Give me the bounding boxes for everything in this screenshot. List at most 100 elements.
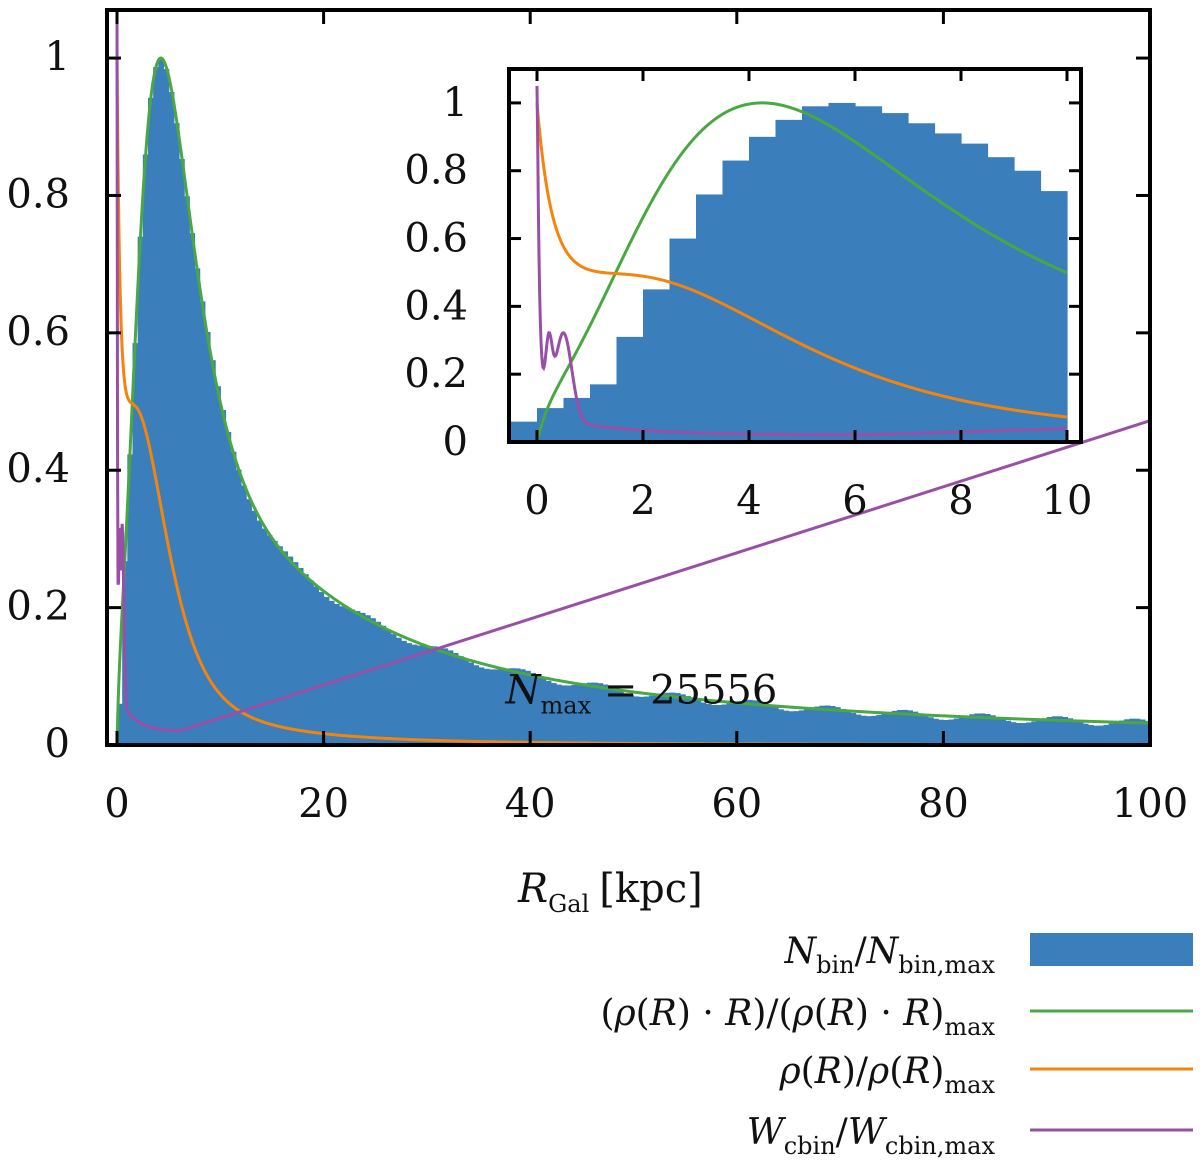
histogram-bar (323, 596, 330, 745)
histogram-bar (561, 685, 567, 745)
histogram-bar (1144, 720, 1151, 745)
histogram-bar (390, 634, 397, 745)
histogram-bar (638, 696, 645, 745)
legend-label-purple: Wcbin/Wcbin,max (747, 1112, 996, 1160)
histogram-bar (778, 709, 784, 745)
x-tick-label: 80 (918, 781, 969, 827)
histogram-bar (545, 680, 552, 745)
histogram-bar (1031, 721, 1037, 745)
histogram-bar (292, 562, 299, 745)
histogram-bar (576, 684, 583, 745)
histogram-bar (969, 714, 975, 745)
histogram-bar (147, 97, 154, 745)
histogram-bar (685, 696, 691, 745)
histogram-bar (364, 615, 371, 745)
histogram-bar (664, 692, 671, 745)
histogram-bar (359, 612, 366, 745)
histogram-bar (1088, 724, 1094, 745)
histogram-bar (783, 710, 790, 745)
histogram-bar (912, 711, 919, 745)
histogram-bar (587, 682, 593, 745)
x-tick-label: 20 (298, 781, 349, 827)
histogram-bar (287, 556, 294, 745)
main-plot-frame (105, 8, 1152, 747)
histogram-bar (184, 196, 190, 745)
histogram-bar (333, 603, 340, 745)
histogram-bar (840, 708, 846, 745)
inset-histogram-bar (643, 289, 671, 442)
histogram-bar (819, 705, 826, 745)
inset-histogram-bar (1040, 191, 1068, 442)
histogram-bar (938, 719, 944, 745)
histogram-bar (814, 706, 821, 745)
histogram-bar (199, 301, 206, 745)
inset-x-tick-label: 10 (1042, 478, 1093, 524)
histogram-bar (339, 606, 345, 745)
histogram-bar (1129, 718, 1136, 745)
inset-histogram-bar (961, 143, 989, 442)
inset-histogram-bar (775, 119, 803, 442)
histogram-bar (1082, 723, 1089, 745)
histogram-bar (767, 705, 774, 745)
histogram-bar (860, 715, 867, 745)
histogram-bar (726, 703, 733, 745)
histogram-bar (240, 485, 247, 745)
histogram-bar (1046, 717, 1053, 745)
series-line-weight (115, 9, 1151, 733)
histogram-bar (256, 520, 263, 745)
histogram-bar (958, 717, 965, 745)
histogram-bar (1020, 723, 1027, 745)
histogram-bar (1113, 722, 1120, 745)
histogram-bar (984, 714, 991, 745)
inset-histogram-bar (1014, 170, 1042, 442)
x-tick-label: 100 (1112, 781, 1188, 827)
histogram-bar (215, 386, 221, 745)
histogram-bar (1041, 718, 1048, 745)
histogram-bar (142, 154, 149, 745)
inset-histogram-bar (828, 102, 856, 442)
histogram-bar (891, 710, 898, 745)
histogram-bar (504, 668, 511, 745)
inset-ticks: 0 2 4 6 8 10 0 0.2 0.4 0.6 0.8 1 (404, 69, 1092, 524)
histogram-bar (468, 662, 474, 745)
histogram-bar (1119, 720, 1125, 745)
histogram-bar (370, 618, 376, 745)
histogram-bar (488, 669, 495, 745)
histogram-bar (282, 551, 289, 745)
inset-histogram-bar (934, 133, 962, 442)
histogram-bar (700, 702, 707, 745)
histogram-bar (271, 541, 278, 745)
histogram-bar (1062, 716, 1068, 745)
histogram-bar (437, 647, 443, 745)
histogram-bar (1051, 716, 1058, 745)
inset-series-line-density-times-r (535, 101, 1068, 443)
y-tick-label: 0.6 (6, 309, 70, 355)
histogram-bar (426, 646, 433, 745)
histogram-bar (153, 67, 159, 745)
histogram-bar (669, 692, 676, 745)
histogram-bar (566, 685, 573, 745)
histogram-bar (628, 695, 635, 745)
inset-x-tick-label: 2 (630, 478, 655, 524)
histogram-bar (623, 693, 629, 745)
histogram-bar (432, 646, 438, 745)
histogram-bar (463, 659, 469, 745)
histogram-bar (592, 682, 598, 745)
histogram-bar (530, 672, 536, 745)
histogram-bar (1005, 720, 1012, 745)
histogram-bar (989, 715, 996, 745)
main-histogram (117, 59, 1151, 746)
histogram-bar (550, 683, 557, 745)
histogram-bar (328, 600, 335, 745)
histogram-bar (411, 644, 418, 745)
histogram-bar (762, 703, 769, 745)
histogram-bar (876, 714, 883, 745)
histogram-bar (251, 510, 258, 745)
histogram-bar (509, 668, 516, 745)
nmax-annotation: Nmax = 25556 (505, 667, 778, 719)
inset-histogram-bar (802, 106, 830, 443)
histogram-bar (519, 669, 526, 745)
histogram-bar (710, 704, 717, 745)
histogram-bar (173, 123, 180, 746)
histogram-bar (643, 696, 650, 745)
